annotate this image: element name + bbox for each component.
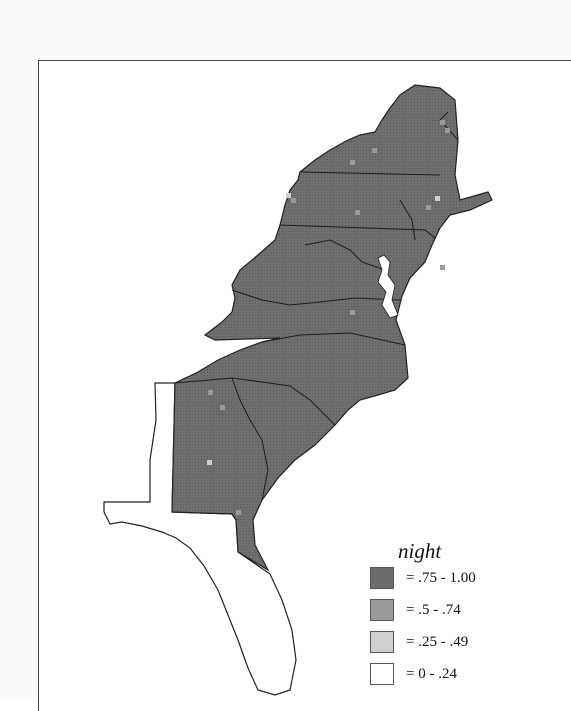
legend-item: = .25 - .49 <box>370 626 560 658</box>
legend-label: = .75 - 1.00 <box>406 569 476 586</box>
legend-item: = .5 - .74 <box>370 594 560 626</box>
legend-label: = .25 - .49 <box>406 633 469 650</box>
map-legend: night = .75 - 1.00 = .5 - .74 = .25 - .4… <box>370 540 560 690</box>
eastern-states-region <box>171 84 493 572</box>
chesapeake-bay <box>377 254 399 319</box>
legend-swatch <box>370 599 394 621</box>
legend-swatch <box>370 663 394 685</box>
legend-swatch <box>370 631 394 653</box>
legend-label: = .5 - .74 <box>406 601 461 618</box>
legend-item: = 0 - .24 <box>370 658 560 690</box>
state-boundaries <box>174 111 459 501</box>
legend-title: night <box>398 539 442 563</box>
legend-swatch <box>370 567 394 589</box>
legend-item: = .75 - 1.00 <box>370 562 560 594</box>
legend-label: = 0 - .24 <box>406 665 457 682</box>
lighter-cells <box>207 120 450 515</box>
